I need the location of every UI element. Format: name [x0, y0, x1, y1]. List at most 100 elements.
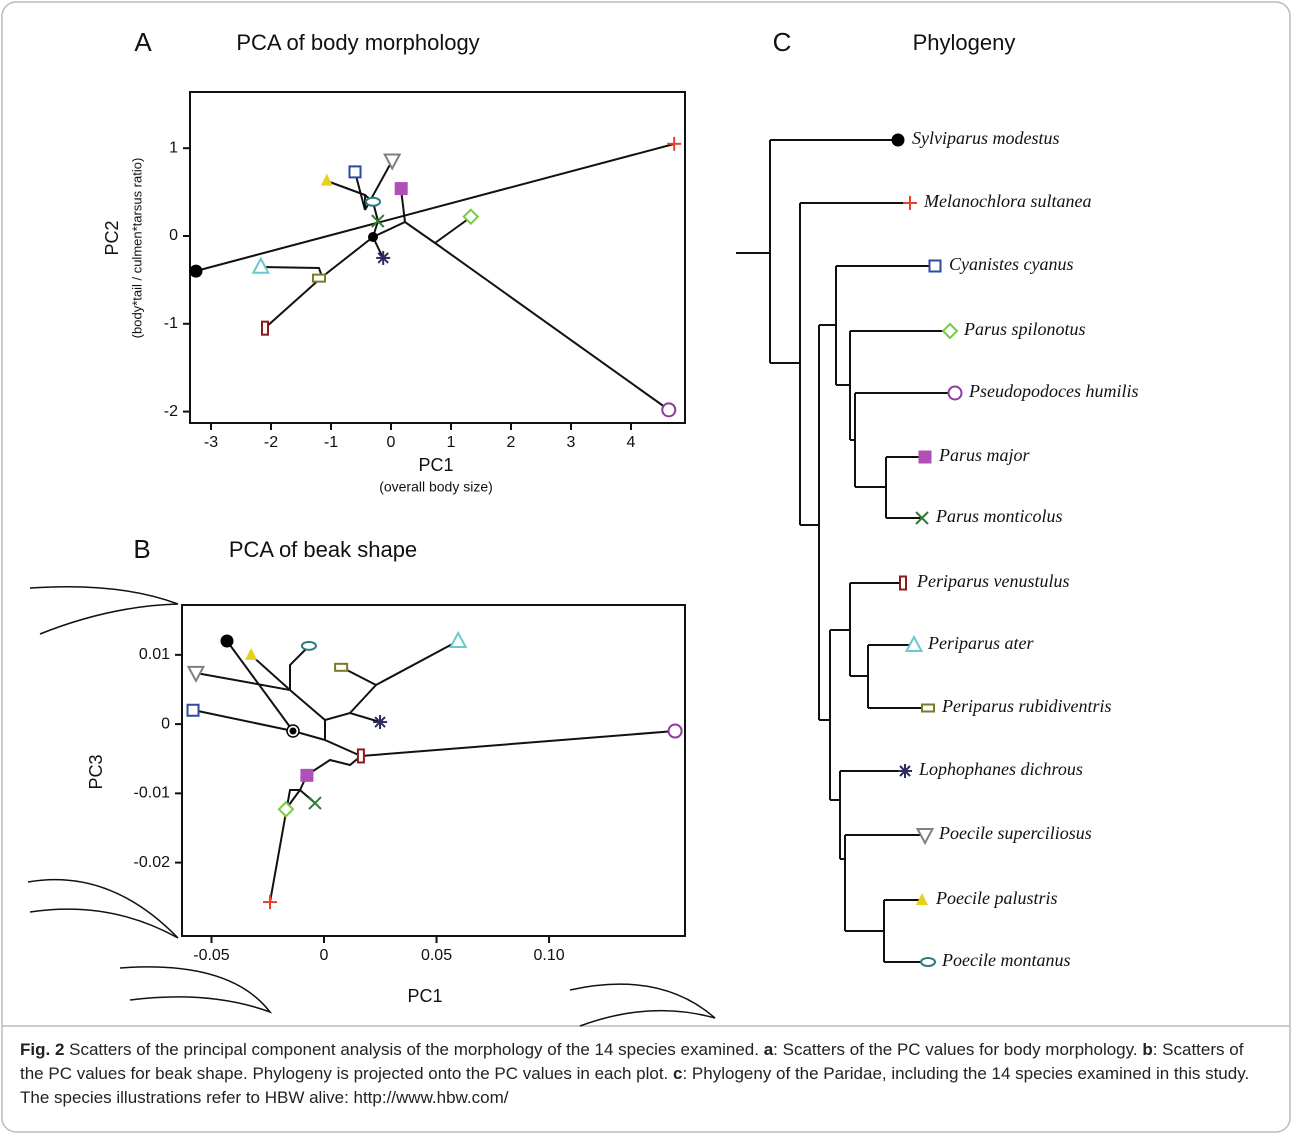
y-tick-label: -2: [164, 403, 178, 420]
marker-shape: [189, 264, 203, 278]
species-label: Poecile palustris: [935, 888, 1057, 908]
root-node: [289, 727, 297, 735]
point: [261, 320, 269, 336]
leaf-marker: [903, 196, 917, 210]
caption: Fig. 2 Scatters of the principal compone…: [20, 1038, 1270, 1110]
species-label: Periparus ater: [927, 633, 1034, 653]
species-label: Pseudopodoces humilis: [968, 381, 1138, 401]
y-tick-label: -0.01: [134, 785, 171, 802]
species-label: Parus spilonotus: [963, 319, 1086, 339]
point: [262, 895, 277, 910]
marker-shape: [918, 450, 932, 464]
y-tick-label: -1: [164, 315, 178, 332]
caption-text: Scatters of the principal component anal…: [64, 1040, 764, 1059]
x-tick-label: -0.05: [193, 947, 230, 964]
marker-shape: [300, 768, 314, 782]
marker-shape: [348, 165, 362, 179]
leaf-marker: [918, 450, 932, 464]
leaf-marker: [915, 511, 929, 525]
marker-shape: [365, 196, 381, 207]
marker-shape: [245, 647, 258, 660]
marker-shape: [921, 703, 935, 713]
root-node: [368, 232, 378, 242]
x-tick-label: 3: [567, 434, 576, 451]
x-tick-label: 0.10: [533, 947, 564, 964]
y-tick-label: 0.01: [139, 646, 170, 663]
caption-ref: b: [1142, 1040, 1153, 1059]
marker-shape: [661, 402, 677, 418]
marker-shape: [947, 385, 963, 401]
marker-stroke: [374, 716, 386, 728]
point: [320, 173, 333, 186]
marker-shape: [916, 893, 928, 905]
species-label: Poecile superciliosus: [938, 823, 1092, 843]
marker-stroke: [371, 214, 385, 228]
marker-shape: [891, 133, 905, 147]
point: [300, 640, 317, 651]
caption-label: Fig. 2: [20, 1040, 65, 1059]
x-tick-label: 2: [507, 434, 516, 451]
point: [394, 182, 408, 196]
point: [312, 273, 326, 283]
leaf-marker: [899, 575, 907, 591]
marker-shape: [312, 273, 326, 283]
marker-shape: [356, 748, 365, 764]
species-label: Poecile montanus: [941, 950, 1070, 970]
point: [220, 634, 234, 648]
x-tick-label: 4: [627, 434, 636, 451]
panel-label: A: [134, 27, 152, 57]
marker-shape: [899, 575, 907, 591]
leaf-marker: [941, 322, 959, 340]
marker-shape: [186, 665, 206, 683]
beak: [119, 966, 273, 1014]
point: [462, 208, 480, 226]
y-tick-label: 1: [169, 139, 178, 156]
plot-frame: [189, 91, 686, 424]
y-axis-label: PC2: [102, 220, 122, 255]
caption-text: : Scatters of the PC values for beak sha…: [20, 1040, 1244, 1083]
point: [371, 214, 385, 228]
leaf-marker: [904, 634, 924, 652]
point: [245, 647, 258, 660]
point: [373, 715, 388, 730]
marker-shape: [220, 634, 234, 648]
x-tick-label: 0: [320, 947, 329, 964]
point: [186, 665, 206, 683]
leaf-marker: [891, 133, 905, 147]
point: [189, 264, 203, 278]
phylogeny-title: Phylogeny: [913, 30, 1016, 55]
panel-label: C: [773, 27, 792, 57]
point: [667, 136, 682, 151]
marker-shape: [394, 182, 408, 196]
caption-ref: c: [673, 1064, 683, 1083]
edges: [192, 640, 676, 903]
leaf-marker: [928, 259, 942, 273]
caption-text: : Scatters of the PC values for body mor…: [773, 1040, 1143, 1059]
y-tick-label: -0.02: [134, 854, 171, 871]
point: [300, 768, 314, 782]
point: [348, 165, 362, 179]
marker-shape: [448, 630, 468, 649]
marker-shape: [462, 208, 480, 226]
point: [334, 662, 349, 672]
point: [186, 703, 200, 717]
y-axis-label: PC3: [86, 754, 106, 789]
marker-shape: [300, 640, 317, 651]
panel-label: B: [133, 534, 150, 564]
marker-shape: [320, 173, 333, 186]
beak: [569, 983, 716, 1027]
x-axis-label: PC1: [407, 986, 442, 1006]
marker-stroke: [915, 511, 929, 525]
x-tick-label: 0.05: [421, 947, 452, 964]
species-label: Parus major: [938, 445, 1031, 465]
y-tick-label: 0: [161, 715, 170, 732]
point: [661, 402, 677, 418]
marker-shape: [186, 703, 200, 717]
y-axis-sublabel: (body*tail / culmen*tarsus ratio): [129, 158, 144, 339]
point: [277, 800, 295, 818]
point: [376, 250, 391, 265]
marker-shape: [941, 322, 959, 340]
beak: [29, 585, 179, 635]
